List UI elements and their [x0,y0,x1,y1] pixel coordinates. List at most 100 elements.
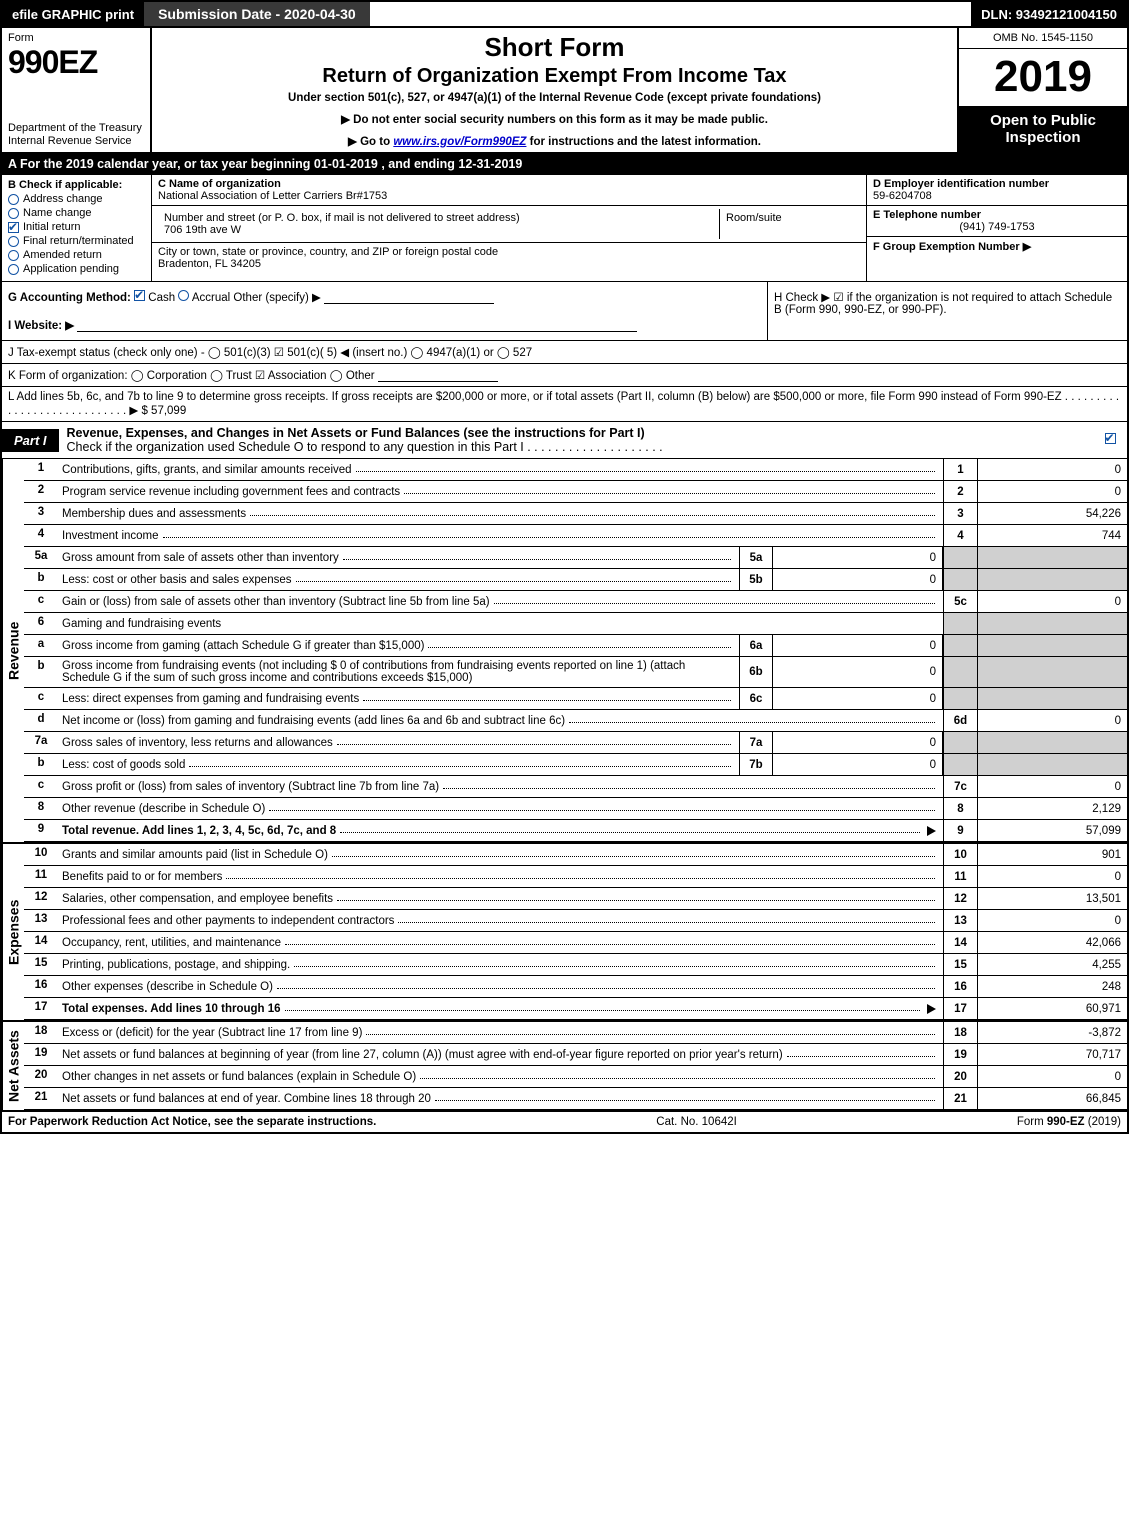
chk-address-change[interactable]: Address change [8,193,145,205]
e-caption: E Telephone number [873,209,981,221]
chk-label: Initial return [23,221,80,233]
line-rval-shade [977,569,1127,590]
checkbox-icon [8,250,19,261]
line-num: b [24,569,58,590]
c-caption: C Name of organization [158,178,281,190]
chk-application-pending[interactable]: Application pending [8,263,145,275]
checkbox-icon[interactable] [178,290,189,301]
checkbox-icon [8,208,19,219]
line-midnum: 5a [739,547,773,568]
line-num: c [24,591,58,612]
line-desc: Total revenue. Add lines 1, 2, 3, 4, 5c,… [58,820,943,841]
line-15: 15 Printing, publications, postage, and … [24,954,1127,976]
dept-line2: Internal Revenue Service [8,135,132,147]
line-desc: Other expenses (describe in Schedule O) [58,976,943,997]
chk-name-change[interactable]: Name change [8,207,145,219]
line-rnum-shade [943,657,977,687]
part1-subtext: Check if the organization used Schedule … [67,440,1085,454]
line-num: 21 [24,1088,58,1109]
line-desc: Net assets or fund balances at beginning… [58,1044,943,1065]
row-j: J Tax-exempt status (check only one) - ◯… [2,341,1127,364]
form-word: Form [8,32,144,44]
chk-amended-return[interactable]: Amended return [8,249,145,261]
line-rnum-shade [943,754,977,775]
line-rnum-shade [943,732,977,753]
other-org-line[interactable] [378,370,498,382]
cash-label: Cash [148,292,178,304]
line-midnum: 6b [739,657,773,687]
line-rval-shade [977,547,1127,568]
line-rval: -3,872 [977,1022,1127,1043]
line-rnum: 8 [943,798,977,819]
line-rval-shade [977,688,1127,709]
line-num: 14 [24,932,58,953]
paperwork-notice: For Paperwork Reduction Act Notice, see … [8,1116,376,1128]
line-num: 8 [24,798,58,819]
line-rval: 2,129 [977,798,1127,819]
line-6b: b Gross income from fundraising events (… [24,657,1127,688]
header-left: Form 990EZ Department of the Treasury In… [2,28,152,152]
line-rval: 13,501 [977,888,1127,909]
line-11: 11 Benefits paid to or for members 11 0 [24,866,1127,888]
line-rnum: 3 [943,503,977,524]
line-6c: c Less: direct expenses from gaming and … [24,688,1127,710]
line-rval: 0 [977,866,1127,887]
line-desc: Contributions, gifts, grants, and simila… [58,459,943,480]
line-midval: 0 [773,547,943,568]
checkbox-icon[interactable] [134,290,145,301]
chk-final-return[interactable]: Final return/terminated [8,235,145,247]
line-rval-shade [977,635,1127,656]
chk-label: Address change [23,193,103,205]
line-desc: Gain or (loss) from sale of assets other… [58,591,943,612]
line-desc: Gross income from fundraising events (no… [58,657,739,687]
org-name: National Association of Letter Carriers … [158,190,387,202]
chk-initial-return[interactable]: Initial return [8,221,145,233]
line-desc: Less: cost of goods sold [58,754,739,775]
line-10: 10 Grants and similar amounts paid (list… [24,844,1127,866]
line-rval: 0 [977,1066,1127,1087]
line-midnum: 6c [739,688,773,709]
line-desc: Professional fees and other payments to … [58,910,943,931]
line-midval: 0 [773,732,943,753]
line-2: 2 Program service revenue including gove… [24,481,1127,503]
line-5c: c Gain or (loss) from sale of assets oth… [24,591,1127,613]
part1-header: Part I Revenue, Expenses, and Changes in… [2,422,1127,459]
line-desc: Gross amount from sale of assets other t… [58,547,739,568]
line-num: 17 [24,998,58,1019]
line-rval: 0 [977,481,1127,502]
line-21: 21 Net assets or fund balances at end of… [24,1088,1127,1110]
form-subtitle: Return of Organization Exempt From Incom… [322,65,786,88]
goto-link[interactable]: www.irs.gov/Form990EZ [393,136,526,148]
form-title: Short Form [484,32,624,63]
line-num: 7a [24,732,58,753]
revenue-lines: 1 Contributions, gifts, grants, and simi… [24,459,1127,842]
part1-checkbox[interactable] [1093,433,1127,447]
under-section: Under section 501(c), 527, or 4947(a)(1)… [288,92,821,104]
header-row: Form 990EZ Department of the Treasury In… [2,28,1127,154]
ein-value: 59-6204708 [873,190,932,202]
line-midnum: 5b [739,569,773,590]
line-num: 12 [24,888,58,909]
row-l: L Add lines 5b, 6c, and 7b to line 9 to … [2,387,1127,422]
other-specify-line[interactable] [324,292,494,304]
line-7c: c Gross profit or (loss) from sales of i… [24,776,1127,798]
form-container: efile GRAPHIC print Submission Date - 20… [0,0,1129,1134]
ein-cell: D Employer identification number 59-6204… [867,175,1127,206]
expenses-lines: 10 Grants and similar amounts paid (list… [24,844,1127,1020]
part1-title-text: Revenue, Expenses, and Changes in Net As… [67,426,645,440]
website-line[interactable] [77,320,637,332]
phone-cell: E Telephone number (941) 749-1753 [867,206,1127,237]
form-number: 990EZ [8,44,144,81]
netassets-section: Net Assets 18 Excess or (deficit) for th… [2,1020,1127,1110]
i-label: I Website: ▶ [8,320,74,332]
chk-label: Application pending [23,263,119,275]
org-name-cell: C Name of organization National Associat… [152,175,866,206]
checkbox-icon [8,264,19,275]
line-num: 10 [24,844,58,865]
line-18: 18 Excess or (deficit) for the year (Sub… [24,1022,1127,1044]
line-desc: Program service revenue including govern… [58,481,943,502]
expenses-section: Expenses 10 Grants and similar amounts p… [2,842,1127,1020]
line-rval: 0 [977,710,1127,731]
efile-label[interactable]: efile GRAPHIC print [2,2,144,26]
form-ref-pre: Form [1017,1116,1047,1128]
